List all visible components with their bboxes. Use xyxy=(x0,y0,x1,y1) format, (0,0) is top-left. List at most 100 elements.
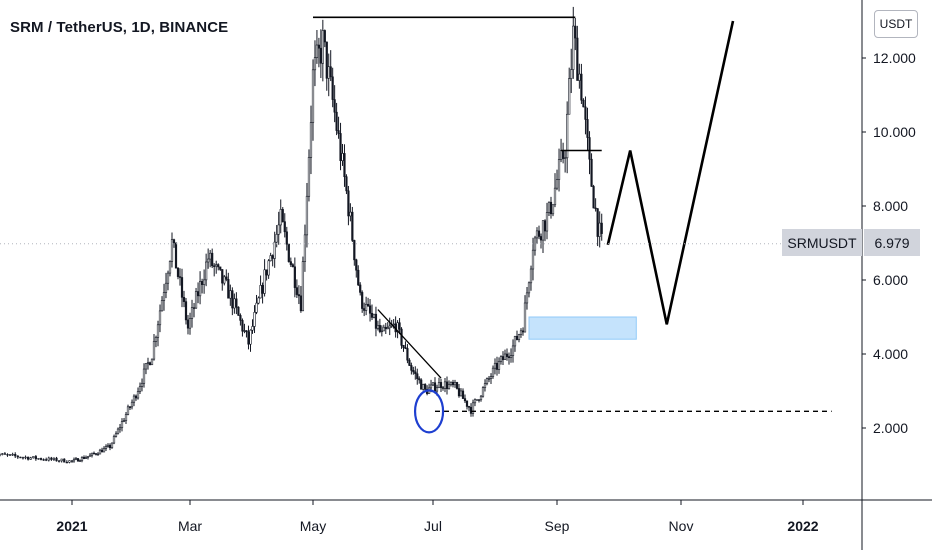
candle-body xyxy=(313,57,317,71)
candle-body xyxy=(37,458,40,460)
y-tick-label: 8.000 xyxy=(873,198,908,214)
candle-body xyxy=(269,255,272,262)
candle-body xyxy=(309,122,313,158)
candle-body xyxy=(120,421,124,429)
candle-body xyxy=(365,303,368,311)
candle-body xyxy=(479,395,483,401)
candle-body xyxy=(277,224,280,235)
candle-body xyxy=(63,458,66,463)
candle-body xyxy=(422,384,425,390)
candle-body xyxy=(424,384,427,390)
candle-body xyxy=(164,282,168,293)
currency-badge[interactable]: USDT xyxy=(874,10,918,38)
candle-body xyxy=(398,322,401,330)
candle-body xyxy=(200,281,204,285)
candle-body xyxy=(481,387,485,397)
price-axis[interactable]: 2.000 4.000 6.000 8.000 10.000 12.000 xyxy=(862,50,916,436)
candle-body xyxy=(247,331,250,345)
candle-body xyxy=(122,420,126,422)
candle-body xyxy=(114,433,118,437)
candle-body xyxy=(21,457,25,459)
candle-body xyxy=(34,456,37,460)
candle-body xyxy=(148,362,152,366)
candle-body xyxy=(180,277,184,298)
chart-title: SRM / TetherUS, 1D, BINANCE xyxy=(10,19,229,36)
candle-body xyxy=(154,336,158,342)
candle-body xyxy=(531,249,535,270)
candle-body xyxy=(196,291,200,297)
candle-body xyxy=(588,137,591,160)
candle-body xyxy=(138,386,142,392)
candle-body xyxy=(414,371,417,375)
candle-body xyxy=(433,382,437,392)
candle-body xyxy=(327,66,330,79)
y-tick-label: 4.000 xyxy=(873,346,908,362)
candle-body xyxy=(227,279,230,299)
candle-body xyxy=(431,382,435,386)
candle-body xyxy=(295,287,298,295)
candle-body xyxy=(311,69,315,123)
candle-body xyxy=(368,305,372,314)
candle-body xyxy=(545,212,549,232)
time-axis[interactable]: 2021 Mar May Jul Sep Nov 2022 xyxy=(56,500,819,534)
candle-body xyxy=(116,428,120,435)
candle-body xyxy=(517,334,521,340)
candle-body xyxy=(253,312,256,327)
candle-body xyxy=(293,266,296,288)
candle-body xyxy=(112,436,116,444)
candle-body xyxy=(447,384,451,390)
symbol-label: SRMUSDT xyxy=(782,229,862,256)
candle-body xyxy=(249,329,252,345)
candle-body xyxy=(229,290,232,299)
candle-body xyxy=(370,312,374,318)
candle-body xyxy=(580,73,583,101)
candle-body xyxy=(576,37,579,81)
candle-body xyxy=(194,291,198,309)
candle-body xyxy=(463,398,467,402)
candle-body xyxy=(166,272,170,284)
candle-body xyxy=(461,390,465,399)
x-tick-label: Jul xyxy=(424,518,442,534)
candle-body xyxy=(132,395,136,403)
candle-body xyxy=(279,209,282,226)
candle-body xyxy=(477,399,481,401)
candle-body xyxy=(501,356,505,360)
candle-body xyxy=(241,320,244,332)
candle-body xyxy=(78,460,82,462)
candle-body xyxy=(406,348,409,361)
x-tick-label: Sep xyxy=(545,518,570,534)
candle-body xyxy=(485,378,489,384)
candle-body xyxy=(70,460,74,462)
candle-body xyxy=(14,454,17,457)
candle-body xyxy=(513,335,517,347)
candle-body xyxy=(378,325,381,332)
candle-body xyxy=(225,276,228,280)
candle-body xyxy=(598,222,601,237)
candle-body xyxy=(541,220,545,241)
candle-body xyxy=(495,362,499,370)
candle-body xyxy=(363,308,366,311)
candle-body xyxy=(553,187,557,206)
candle-body xyxy=(578,73,581,81)
candle-body xyxy=(555,179,559,189)
candle-body xyxy=(380,330,383,333)
candle-body xyxy=(221,269,224,284)
candle-body xyxy=(586,119,589,138)
candle-body xyxy=(341,153,344,161)
candle-body xyxy=(60,458,63,462)
candle-body xyxy=(392,323,395,326)
candle-body xyxy=(467,406,471,408)
candle-body xyxy=(142,368,146,384)
candle-body xyxy=(441,387,445,389)
candle-body xyxy=(186,319,190,329)
candle-body xyxy=(437,382,441,389)
projection-path xyxy=(606,20,735,325)
candle-body xyxy=(509,355,513,359)
candle-body xyxy=(267,260,270,276)
candle-body xyxy=(388,325,391,329)
candle-body xyxy=(564,157,567,159)
candle-body xyxy=(537,230,541,237)
y-tick-label: 6.000 xyxy=(873,272,908,288)
